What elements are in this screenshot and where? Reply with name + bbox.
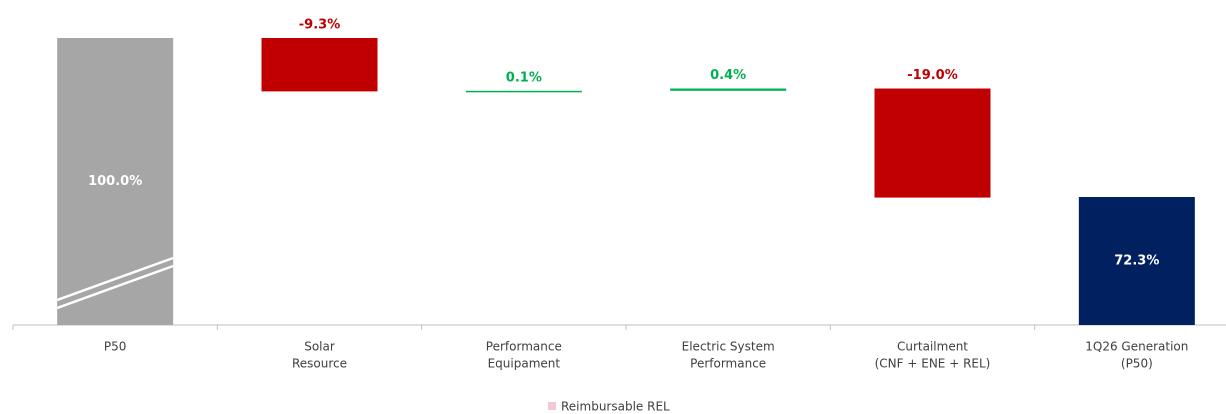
value-label: 0.4% xyxy=(710,68,746,83)
x-tick-label: Curtailment xyxy=(897,340,968,354)
x-tick-label: (CNF + ENE + REL) xyxy=(875,357,991,371)
x-tick-label: (P50) xyxy=(1121,357,1153,371)
bar xyxy=(670,88,787,91)
value-label: 72.3% xyxy=(1114,254,1159,269)
bar xyxy=(1078,197,1195,325)
x-tick-label: P50 xyxy=(104,340,127,354)
axis-break xyxy=(56,264,174,310)
x-tick-label: Resource xyxy=(292,357,347,371)
x-tick-label: Performance xyxy=(690,357,766,371)
x-tick-label: Solar xyxy=(304,340,335,354)
value-label: -9.3% xyxy=(299,18,340,33)
bar xyxy=(465,90,582,93)
x-tick-label: 1Q26 Generation xyxy=(1085,340,1188,354)
value-label: 100.0% xyxy=(88,174,142,189)
x-tick-label: Performance xyxy=(486,340,562,354)
bar xyxy=(874,88,991,198)
axis-break xyxy=(56,256,174,302)
legend-label: Reimbursable REL xyxy=(561,400,670,414)
value-label: 0.1% xyxy=(506,70,542,85)
x-tick-label: Electric System xyxy=(682,340,775,354)
legend-swatch xyxy=(548,402,556,410)
bar xyxy=(261,38,378,92)
bar xyxy=(57,38,174,326)
x-tick-label: Equipament xyxy=(488,357,561,371)
value-label: -19.0% xyxy=(907,68,958,83)
